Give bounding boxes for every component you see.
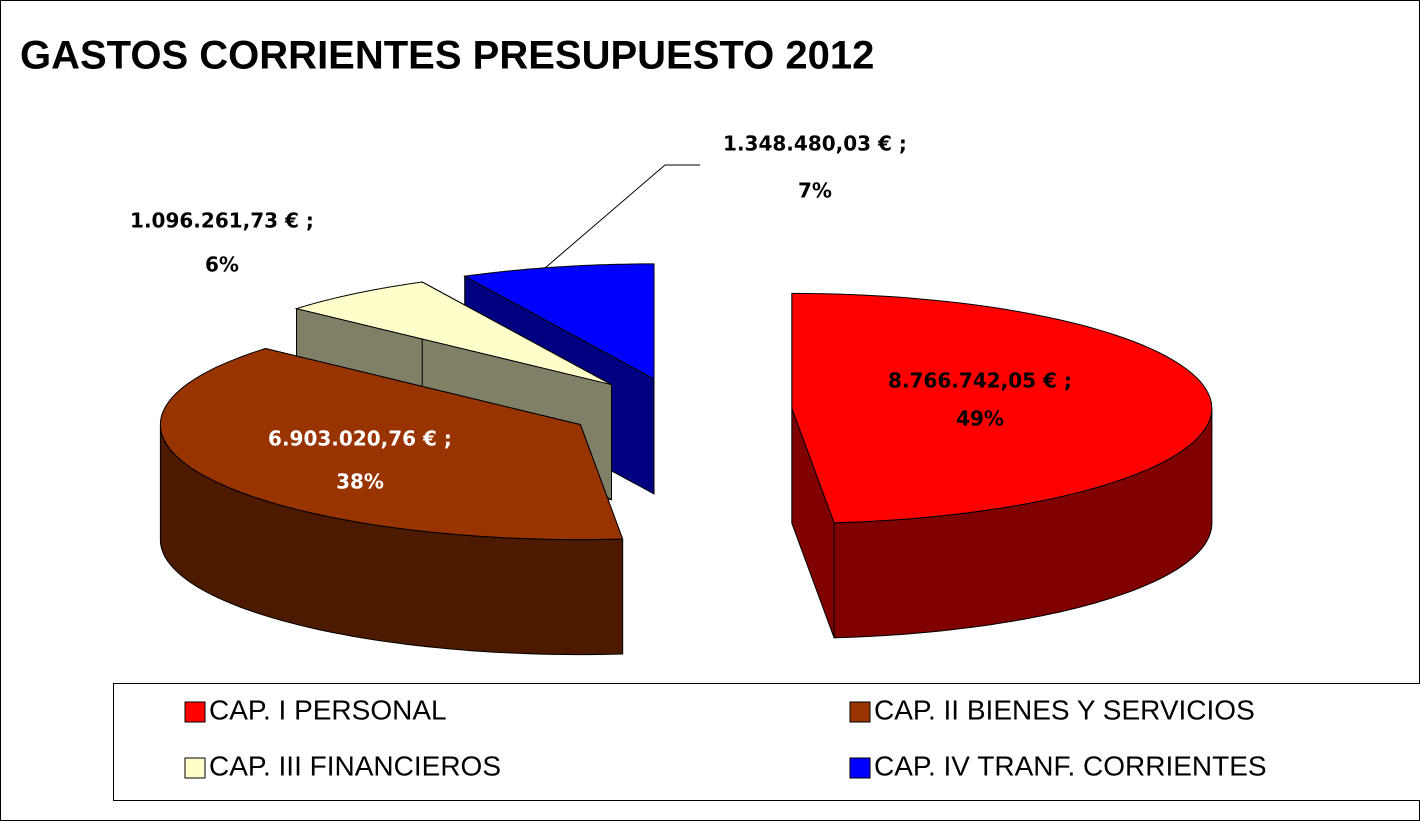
legend-box <box>113 683 1420 801</box>
pie-slice <box>294 281 612 386</box>
legend-label: CAP. II BIENES Y SERVICIOS <box>874 694 1255 725</box>
legend-label: CAP. IV TRANF. CORRIENTES <box>874 750 1267 781</box>
legend-swatch <box>184 757 206 779</box>
data-label: 1.348.480,03 € ; <box>723 132 907 156</box>
pie-slice <box>463 263 655 380</box>
percent-label: 6% <box>205 253 239 277</box>
legend-label: CAP. III FINANCIEROS <box>209 750 501 781</box>
percent-label: 49% <box>956 407 1004 431</box>
percent-label: 38% <box>336 470 384 494</box>
pie-slice <box>159 347 624 541</box>
data-label: 6.903.020,76 € ; <box>268 427 452 451</box>
legend-label: CAP. I PERSONAL <box>209 694 447 725</box>
leader-line <box>544 164 700 269</box>
legend-swatch <box>849 757 871 779</box>
pie-slice <box>791 292 1213 524</box>
chart-title: GASTOS CORRIENTES PRESUPUESTO 2012 <box>20 34 874 78</box>
data-label: 8.766.742,05 € ; <box>888 369 1072 393</box>
percent-label: 7% <box>798 179 832 203</box>
legend-swatch <box>184 701 206 723</box>
data-label: 1.096.261,73 € ; <box>130 209 314 233</box>
legend-swatch <box>849 701 871 723</box>
